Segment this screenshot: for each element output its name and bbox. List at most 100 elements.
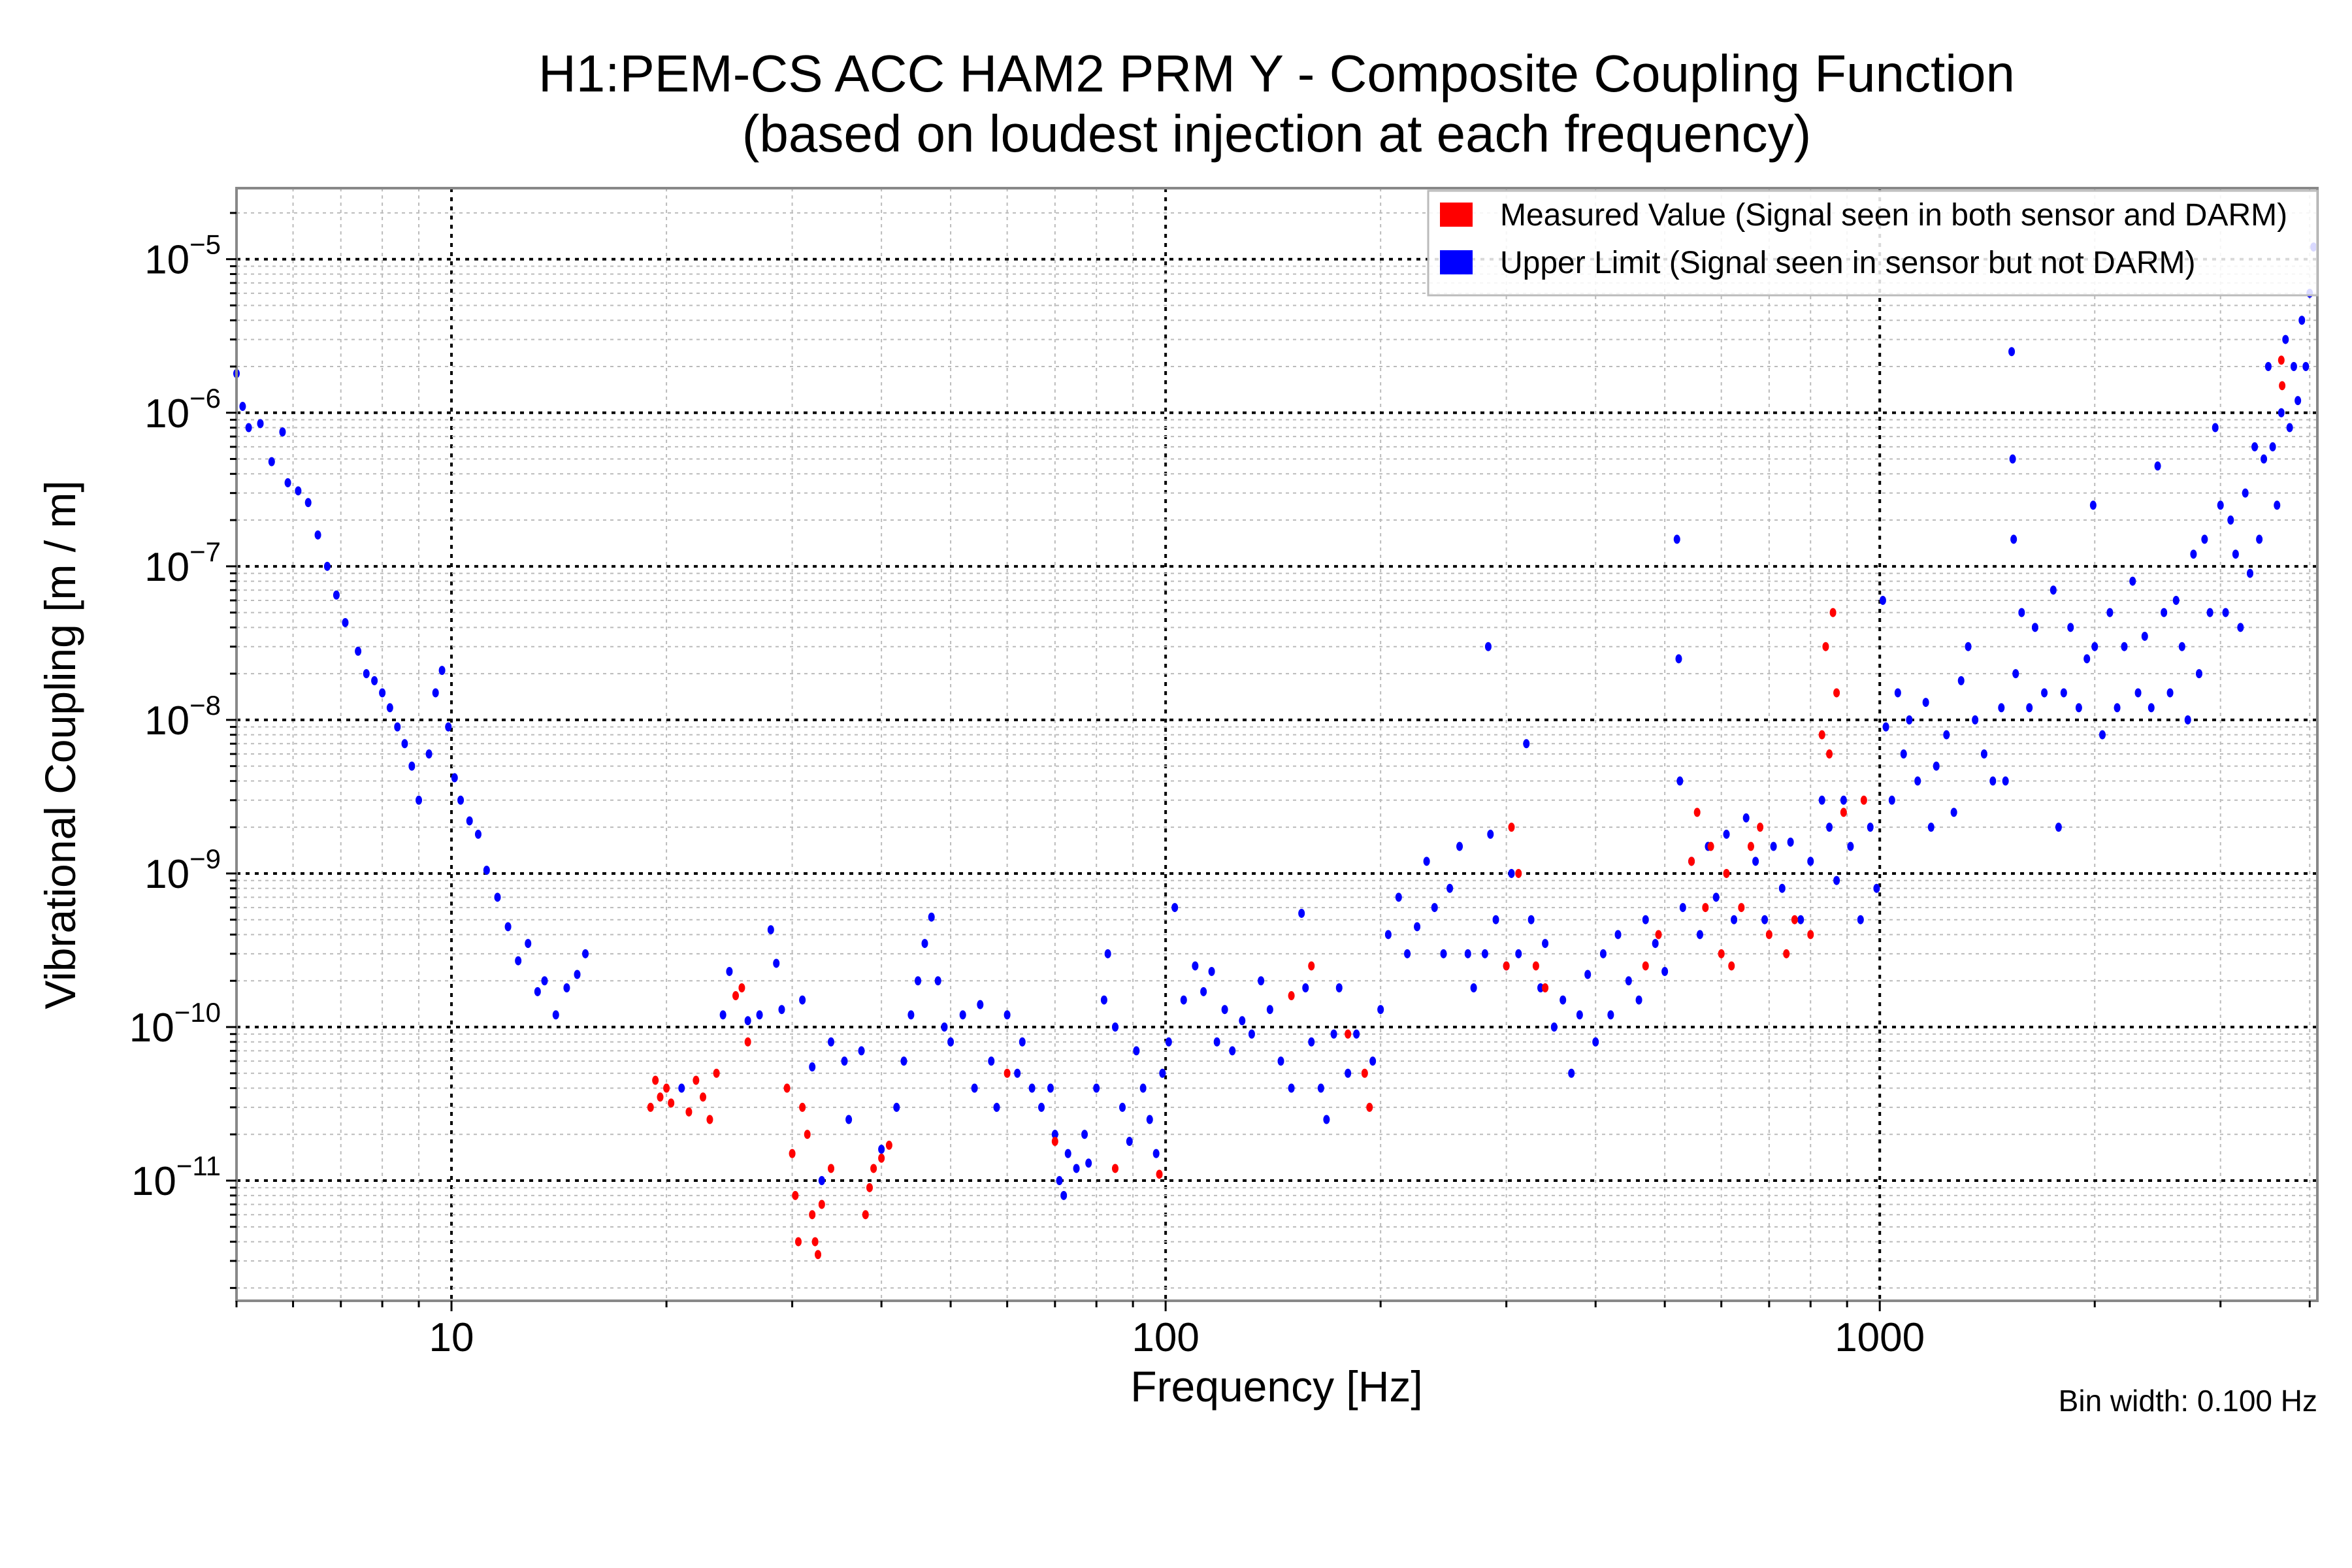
upper-limit-point bbox=[1980, 749, 1987, 759]
measured-point bbox=[1791, 915, 1798, 924]
measured-point bbox=[809, 1210, 816, 1220]
upper-limit-point bbox=[2002, 776, 2009, 786]
bin-width-annotation: Bin width: 0.100 Hz bbox=[2059, 1384, 2317, 1418]
upper-limit-point bbox=[2206, 608, 2213, 617]
measured-point bbox=[1051, 1137, 1058, 1147]
upper-limit-point bbox=[1152, 1149, 1160, 1158]
upper-limit-point bbox=[1957, 676, 1965, 685]
measured-point bbox=[818, 1200, 825, 1209]
upper-limit-point bbox=[1248, 1029, 1255, 1039]
upper-limit-point bbox=[1797, 915, 1805, 924]
measured-point bbox=[792, 1190, 799, 1200]
upper-limit-point bbox=[1599, 949, 1607, 958]
upper-limit-point bbox=[1635, 995, 1642, 1005]
upper-limit-point bbox=[451, 773, 458, 783]
measured-point bbox=[1655, 930, 1662, 939]
upper-limit-point bbox=[1377, 1005, 1384, 1015]
grid bbox=[236, 188, 2317, 1301]
upper-limit-point bbox=[1258, 976, 1265, 986]
upper-limit-point bbox=[582, 949, 589, 958]
upper-limit-point bbox=[1133, 1046, 1140, 1056]
upper-limit-point bbox=[2295, 396, 2302, 406]
measured-point bbox=[870, 1164, 877, 1173]
upper-limit-point bbox=[1051, 1130, 1058, 1139]
upper-limit-point bbox=[2190, 549, 2197, 559]
upper-limit-point bbox=[726, 966, 733, 976]
upper-limit-point bbox=[2242, 488, 2249, 498]
measured-point bbox=[652, 1075, 659, 1085]
upper-limit-point bbox=[1047, 1083, 1054, 1093]
upper-limit-point bbox=[1922, 698, 1929, 708]
upper-limit-point bbox=[1139, 1083, 1147, 1093]
upper-limit-point bbox=[1192, 961, 1199, 971]
upper-limit-point bbox=[1568, 1068, 1575, 1078]
upper-limit-point bbox=[1972, 715, 1979, 725]
measured-point bbox=[866, 1183, 873, 1192]
upper-limit-point bbox=[756, 1010, 763, 1020]
measured-point bbox=[1156, 1169, 1163, 1179]
upper-limit-point bbox=[2134, 688, 2142, 698]
upper-limit-point bbox=[1607, 1010, 1614, 1020]
upper-limit-point bbox=[934, 976, 941, 986]
upper-limit-point bbox=[1900, 749, 1907, 759]
measured-point bbox=[878, 1153, 885, 1163]
upper-limit-point bbox=[504, 922, 512, 932]
measured-point bbox=[1111, 1164, 1119, 1173]
upper-limit-point bbox=[1542, 939, 1549, 949]
upper-limit-point bbox=[1159, 1068, 1166, 1078]
upper-limit-point bbox=[574, 970, 581, 979]
upper-limit-point bbox=[2222, 608, 2229, 617]
upper-limit-point bbox=[432, 688, 439, 698]
upper-limit-point bbox=[515, 956, 522, 966]
upper-limit-point bbox=[355, 646, 362, 656]
measured-point bbox=[1532, 961, 1539, 971]
upper-limit-point bbox=[2227, 515, 2234, 525]
upper-limit-point bbox=[1523, 739, 1530, 749]
upper-limit-point bbox=[2008, 347, 2016, 357]
upper-limit-point bbox=[1353, 1029, 1360, 1039]
measured-point bbox=[1822, 642, 1829, 651]
measured-point bbox=[1004, 1068, 1011, 1078]
measured-point bbox=[783, 1083, 791, 1093]
upper-limit-point bbox=[2178, 642, 2185, 651]
upper-limit-point bbox=[1093, 1083, 1100, 1093]
upper-limit-point bbox=[2212, 423, 2219, 433]
upper-limit-point bbox=[304, 498, 312, 508]
upper-limit-point bbox=[2290, 361, 2297, 371]
upper-limit-point bbox=[1180, 995, 1187, 1005]
upper-limit-point bbox=[1761, 915, 1769, 924]
upper-limit-point bbox=[1288, 1083, 1295, 1093]
measured-point bbox=[1642, 961, 1649, 971]
upper-limit-point bbox=[1676, 776, 1684, 786]
measured-point bbox=[1515, 868, 1522, 878]
upper-limit-point bbox=[1879, 595, 1886, 605]
upper-limit-point bbox=[1550, 1022, 1558, 1032]
upper-limit-point bbox=[1440, 949, 1447, 958]
upper-limit-point bbox=[845, 1115, 853, 1124]
upper-limit-point bbox=[2060, 688, 2067, 698]
upper-limit-point bbox=[2010, 534, 2017, 544]
upper-limit-point bbox=[386, 703, 393, 713]
measured-point bbox=[693, 1075, 700, 1085]
upper-limit-point bbox=[1712, 892, 1720, 902]
measured-point bbox=[1747, 841, 1754, 851]
upper-limit-point bbox=[1787, 837, 1794, 847]
upper-limit-point bbox=[1840, 795, 1847, 805]
upper-limit-point bbox=[1317, 1083, 1324, 1093]
upper-limit-point bbox=[2067, 623, 2074, 632]
upper-limit-point bbox=[1146, 1115, 1153, 1124]
upper-limit-point bbox=[438, 666, 446, 676]
upper-limit-point bbox=[678, 1083, 685, 1093]
y-axis-ticks: 10−5 10−6 10−7 10−8 10−9 10−10 10−11 bbox=[129, 212, 237, 1289]
upper-limit-point bbox=[858, 1046, 865, 1056]
upper-limit-point bbox=[1723, 829, 1730, 839]
upper-limit-point bbox=[1560, 995, 1567, 1005]
upper-limit-point bbox=[977, 1000, 984, 1009]
measured-point bbox=[657, 1092, 664, 1102]
upper-limit-point bbox=[2009, 454, 2016, 464]
upper-limit-point bbox=[1171, 903, 1179, 913]
upper-limit-point bbox=[2050, 585, 2057, 595]
upper-limit-point bbox=[1998, 703, 2005, 713]
upper-limit-point bbox=[1423, 857, 1430, 866]
chart-title: H1:PEM-CS ACC HAM2 PRM Y - Composite Cou… bbox=[538, 44, 2015, 103]
